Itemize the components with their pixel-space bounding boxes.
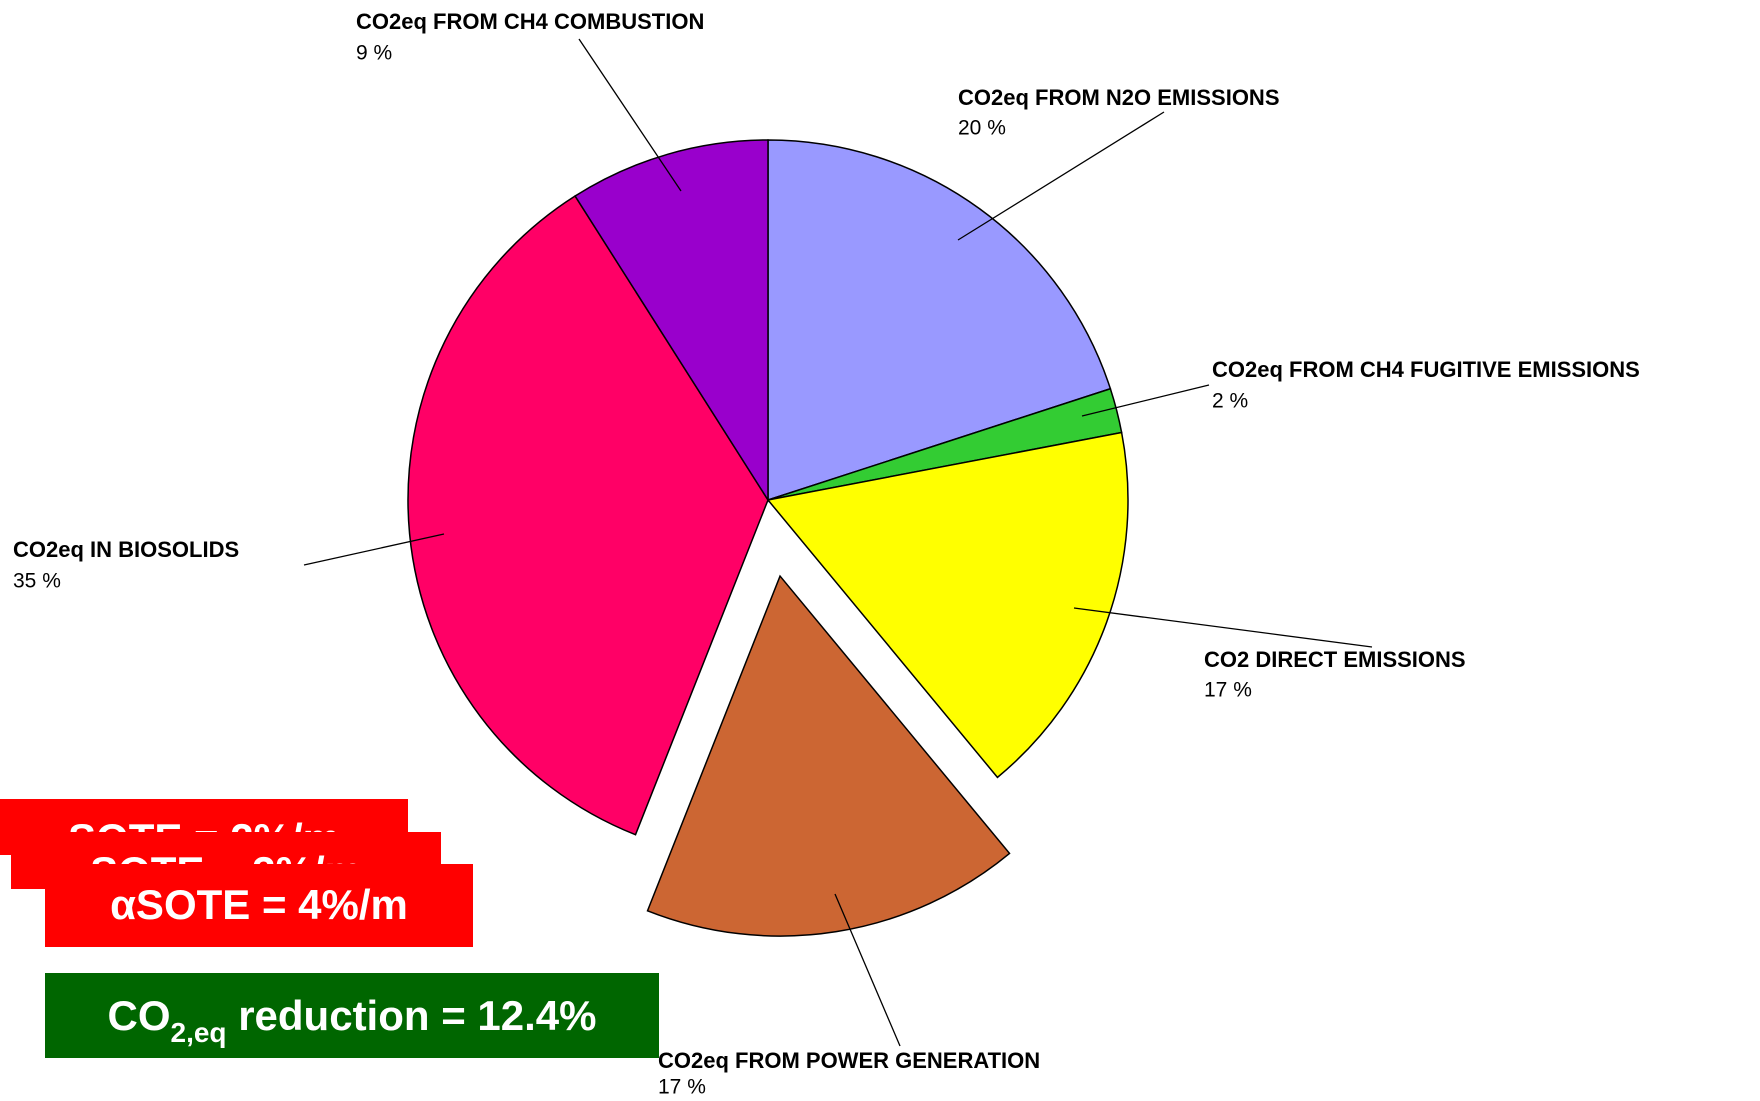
text-subscript: 2,eq	[171, 1017, 227, 1048]
slice-value-label: 9 %	[356, 42, 392, 65]
pie-slice	[574, 139, 769, 503]
slice-label: CO2eq FROM CH4 FUGITIVE EMISSIONS	[1212, 357, 1640, 382]
slice-value-label: 17 %	[658, 1076, 706, 1099]
slice-value-label: 20 %	[958, 117, 1006, 140]
leader-line	[578, 38, 682, 192]
slice-value-label: 35 %	[13, 570, 61, 593]
slice-label: CO2eq FROM N2O EMISSIONS	[958, 85, 1280, 110]
green-box	[45, 973, 659, 1058]
slice-label: CO2eq FROM POWER GENERATION	[658, 1048, 1040, 1073]
slice-value-label: 17 %	[1204, 679, 1252, 702]
annotations: SOTE = 2%/mSOTE = 3%/mαSOTE = 4%/mCO2,eq…	[0, 799, 659, 1058]
pie-slice	[407, 195, 769, 836]
leader-line	[1081, 384, 1210, 417]
pie-labels: CO2eq FROM N2O EMISSIONS 20 % CO2eq FROM C…	[13, 9, 1640, 1099]
slice-label: CO2eq IN BIOSOLIDS	[13, 537, 239, 562]
green-box-text: CO2,eq reduction = 12.4%	[108, 992, 597, 1048]
text-part: CO	[108, 992, 171, 1039]
pie-slice	[646, 574, 1011, 937]
red-box	[45, 864, 473, 947]
leader-line	[957, 111, 1165, 241]
pie-slice	[767, 139, 1112, 502]
pie-slice	[766, 431, 1129, 779]
slice-value-label: 2 %	[1212, 390, 1248, 413]
leader-line	[1073, 607, 1373, 648]
slice-label: CO2eq FROM CH4 COMBUSTION	[356, 9, 704, 34]
slice-label: CO2 DIRECT EMISSIONS	[1204, 647, 1466, 672]
leader-line	[303, 533, 445, 566]
pie	[407, 139, 1129, 937]
leader-line	[834, 893, 901, 1047]
red-box-text: αSOTE = 4%/m	[110, 881, 408, 928]
text-part: reduction = 12.4%	[227, 992, 597, 1039]
